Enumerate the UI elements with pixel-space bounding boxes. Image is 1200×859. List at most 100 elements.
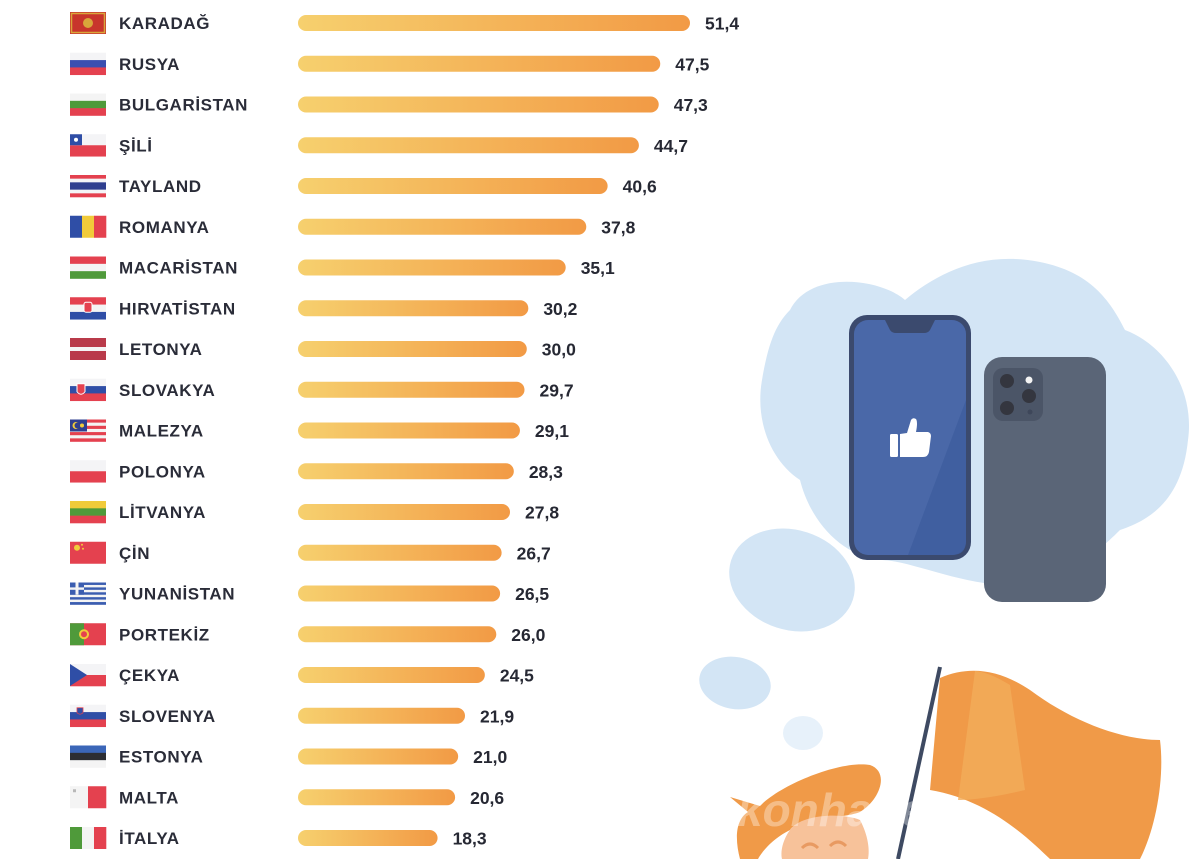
bar-row: PORTEKİZ 26,0 (70, 623, 546, 646)
bar (298, 707, 466, 724)
bar (298, 96, 659, 113)
bar (298, 463, 514, 480)
portugal-flag-icon (70, 623, 106, 646)
estonia-flag-icon (70, 745, 106, 768)
phone-front (849, 315, 971, 560)
category-label: MACARİSTAN (119, 259, 238, 278)
category-label: YUNANİSTAN (119, 585, 235, 604)
malaysia-flag-icon (70, 419, 106, 442)
bar-row: SLOVAKYA 29,7 (70, 378, 574, 402)
bar (298, 178, 608, 194)
value-label: 27,8 (525, 503, 559, 523)
category-label: RUSYA (119, 55, 180, 74)
category-label: ROMANYA (119, 218, 209, 237)
value-label: 35,1 (581, 258, 615, 278)
bar-row: LETONYA 30,0 (70, 338, 576, 360)
category-label: MALTA (119, 788, 179, 807)
bar (298, 300, 529, 317)
bar-row: MACARİSTAN 35,1 (70, 256, 615, 279)
category-label: ESTONYA (119, 748, 204, 767)
bar-row: ROMANYA 37,8 (70, 215, 636, 238)
bar-row: MALTA 20,6 (70, 786, 504, 809)
category-label: PORTEKİZ (119, 625, 210, 644)
category-label: ÇEKYA (119, 666, 180, 685)
bar (298, 585, 501, 602)
value-label: 51,4 (705, 14, 739, 34)
illustration: konhaber (699, 258, 1190, 859)
value-label: 29,1 (535, 421, 569, 441)
thailand-flag-icon (70, 175, 106, 198)
bar-row: MALEZYA 29,1 (70, 419, 569, 442)
bar-row: SLOVENYA 21,9 (70, 704, 514, 728)
bar (298, 137, 639, 154)
watermark-text: konhaber (737, 784, 946, 836)
bar-row: LİTVANYA 27,8 (70, 501, 559, 524)
bar (298, 218, 587, 235)
value-label: 20,6 (470, 788, 504, 808)
lithuania-flag-icon (70, 501, 106, 524)
bar-row: ŞİLİ 44,7 (70, 134, 688, 157)
category-label: SLOVENYA (119, 707, 216, 726)
romania-flag-icon (70, 215, 107, 238)
category-label: LETONYA (119, 340, 203, 359)
bar (298, 259, 566, 276)
bar-row: ÇEKYA 24,5 (70, 664, 534, 687)
bar-row: POLONYA 28,3 (70, 460, 563, 483)
china-flag-icon (70, 541, 106, 564)
bar (298, 830, 438, 846)
thumbs-up-icon (890, 418, 931, 457)
category-label: MALEZYA (119, 422, 204, 441)
flag-pole (896, 666, 942, 859)
bar-row: HIRVATİSTAN 30,2 (70, 297, 578, 320)
category-label: KARADAĞ (119, 14, 210, 33)
poland-flag-icon (70, 460, 106, 483)
category-label: BULGARİSTAN (119, 96, 248, 115)
value-label: 24,5 (500, 666, 534, 686)
category-label: İTALYA (119, 829, 180, 848)
bar (298, 381, 525, 398)
croatia-flag-icon (70, 297, 106, 320)
bar-row: YUNANİSTAN 26,5 (70, 582, 549, 605)
bubble-large (729, 528, 855, 632)
bubble-small (783, 716, 823, 750)
category-label: ŞİLİ (119, 136, 153, 155)
slovenia-flag-icon (70, 704, 106, 728)
bar (298, 341, 527, 357)
slovakia-flag-icon (70, 378, 106, 402)
latvia-flag-icon (70, 338, 106, 360)
bar (298, 55, 661, 72)
malta-flag-icon (70, 786, 107, 809)
category-label: HIRVATİSTAN (119, 299, 236, 318)
value-label: 37,8 (601, 217, 635, 237)
chile-flag-icon (70, 134, 106, 157)
bar (298, 504, 511, 520)
category-label: LİTVANYA (119, 503, 206, 522)
bubble-medium (699, 656, 771, 710)
phone-back (984, 357, 1106, 602)
czechia-flag-icon (70, 664, 106, 687)
bulgaria-flag-icon (70, 93, 106, 116)
bar-row: İTALYA 18,3 (70, 827, 487, 849)
bar (298, 544, 502, 561)
bar (298, 626, 497, 643)
bar (298, 667, 485, 683)
value-label: 30,0 (542, 340, 576, 360)
category-label: TAYLAND (119, 177, 202, 196)
thought-bubble-blob (760, 258, 1190, 585)
category-label: ÇİN (119, 544, 150, 563)
value-label: 44,7 (654, 136, 688, 156)
bar (298, 748, 459, 765)
category-label: SLOVAKYA (119, 381, 215, 400)
value-label: 47,3 (674, 95, 708, 115)
chart-rows: KARADAĞ 51,4 RUSYA 47,5 BULGARİSTAN 47,3 ŞİLİ 4… (70, 12, 739, 849)
value-label: 30,2 (543, 299, 577, 319)
bar-row: ÇİN 26,7 (70, 541, 551, 564)
value-label: 26,5 (515, 584, 549, 604)
orange-flag (896, 666, 1162, 859)
bar (298, 789, 456, 806)
value-label: 47,5 (675, 54, 709, 74)
bar-row: RUSYA 47,5 (70, 52, 710, 76)
value-label: 21,9 (480, 706, 514, 726)
value-label: 18,3 (453, 829, 487, 849)
